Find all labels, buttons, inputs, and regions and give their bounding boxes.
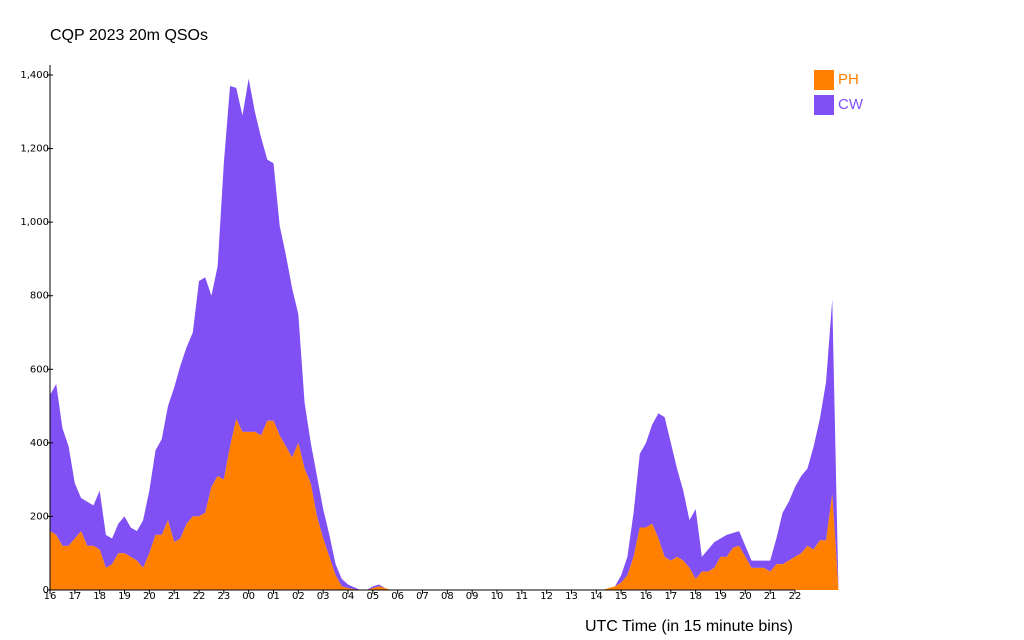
x-tick-label: 23 (217, 591, 230, 602)
chart-title: CQP 2023 20m QSOs (50, 27, 208, 44)
x-tick-label: 00 (242, 591, 255, 602)
x-tick-label: 22 (789, 591, 802, 602)
y-tick-label: 1,400 (20, 70, 49, 81)
x-tick-label: 11 (515, 591, 528, 602)
y-tick-label: 200 (30, 511, 49, 522)
legend-swatch-ph (814, 70, 834, 90)
x-tick-label: 01 (267, 591, 280, 602)
y-tick-label: 800 (30, 291, 49, 302)
x-tick-label: 12 (540, 591, 553, 602)
x-tick-label: 06 (391, 591, 404, 602)
legend: PH CW (814, 70, 864, 115)
y-tick-label: 0 (43, 585, 49, 596)
x-tick-label: 21 (168, 591, 181, 602)
legend-label-ph: PH (838, 71, 859, 88)
x-axis-label: UTC Time (in 15 minute bins) (585, 618, 793, 635)
x-tick-label: 05 (366, 591, 379, 602)
y-tick-label: 1,000 (20, 217, 49, 228)
x-tick-label: 15 (615, 591, 628, 602)
x-tick-label: 07 (416, 591, 429, 602)
legend-item-cw: CW (814, 95, 864, 115)
x-tick-label: 03 (317, 591, 330, 602)
x-tick-label: 16 (44, 591, 57, 602)
x-tick-label: 18 (689, 591, 702, 602)
x-tick-label: 18 (93, 591, 106, 602)
x-tick-label: 19 (714, 591, 727, 602)
x-tick-label: 09 (466, 591, 479, 602)
x-tick-label: 17 (664, 591, 677, 602)
legend-label-cw: CW (838, 96, 864, 113)
y-tick-label: 400 (30, 438, 49, 449)
x-tick-label: 22 (193, 591, 206, 602)
y-tick-label: 600 (30, 364, 49, 375)
x-tick-label: 10 (491, 591, 504, 602)
series-layer (50, 78, 839, 591)
x-tick-label: 20 (739, 591, 752, 602)
x-tick-label: 04 (342, 591, 355, 602)
legend-item-ph: PH (814, 70, 859, 90)
x-tick-label: 14 (590, 591, 603, 602)
x-tick-label: 21 (764, 591, 777, 602)
x-tick-label: 02 (292, 591, 305, 602)
x-tick-label: 16 (640, 591, 653, 602)
y-tick-label: 1,200 (20, 144, 49, 155)
legend-swatch-cw (814, 95, 834, 115)
x-tick-label: 13 (565, 591, 578, 602)
x-tick-label: 19 (118, 591, 131, 602)
x-tick-label: 20 (143, 591, 156, 602)
y-ticks: 0 200 400 600 800 1,000 1,200 1,400 (20, 70, 53, 596)
x-ticks: 16 17 18 19 20 21 22 23 00 01 02 03 04 05 06 07 08 09 10 11… (44, 590, 802, 602)
x-tick-label: 08 (441, 591, 454, 602)
series-area-cw (50, 78, 839, 591)
series-area-ph (50, 418, 839, 590)
x-tick-label: 17 (68, 591, 81, 602)
